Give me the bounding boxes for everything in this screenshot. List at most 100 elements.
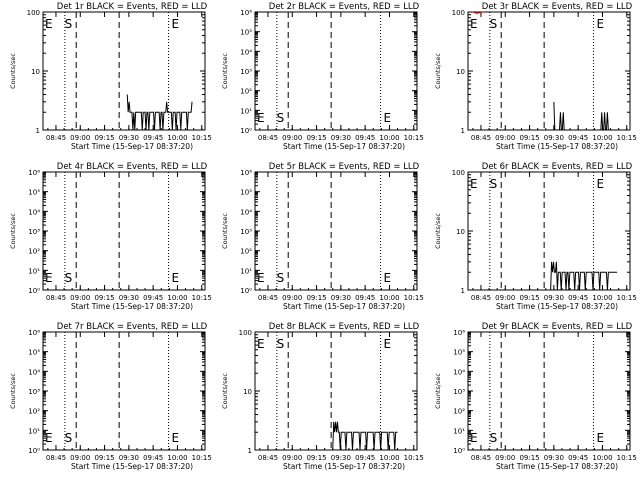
panel-8: Det 8r BLACK = Events, RED = LLD Counts/s… bbox=[221, 322, 424, 471]
end-marker-label: E bbox=[597, 431, 605, 445]
x-tick-label: 09:15 bbox=[306, 294, 326, 302]
y-tick-label: 10⁴ bbox=[240, 208, 252, 216]
panel-title: Det 1r BLACK = Events, RED = LLD bbox=[57, 2, 208, 12]
x-tick-label: 09:45 bbox=[568, 454, 588, 462]
x-tick-label: 09:30 bbox=[331, 454, 351, 462]
y-tick-label: 1 bbox=[461, 127, 465, 135]
panel-title: Det 5r BLACK = Events, RED = LLD bbox=[269, 162, 420, 172]
y-tick-label: 10¹ bbox=[240, 267, 252, 275]
y-tick-label: 100 bbox=[452, 9, 465, 17]
edge-marker-label: E bbox=[470, 177, 478, 191]
y-tick-label: 10⁰ bbox=[28, 447, 40, 455]
end-marker-label: E bbox=[172, 271, 180, 285]
y-axis-label: Counts/sec bbox=[221, 53, 229, 89]
x-tick-label: 08:45 bbox=[471, 134, 491, 142]
start-marker-label: S bbox=[277, 271, 285, 285]
x-tick-label: 10:15 bbox=[404, 294, 424, 302]
x-tick-label: 09:45 bbox=[568, 134, 588, 142]
edge-marker-label: E bbox=[45, 17, 53, 31]
x-tick-label: 08:45 bbox=[46, 134, 66, 142]
x-tick-label: 10:15 bbox=[617, 454, 637, 462]
y-tick-label: 10¹ bbox=[240, 107, 252, 115]
x-tick-label: 10:15 bbox=[404, 454, 424, 462]
end-marker-label: E bbox=[172, 17, 180, 31]
x-tick-label: 10:00 bbox=[167, 294, 187, 302]
edge-marker-label: E bbox=[257, 337, 265, 351]
panel-title: Det 8r BLACK = Events, RED = LLD bbox=[269, 322, 420, 332]
y-tick-label: 10² bbox=[240, 248, 252, 256]
x-tick-label: 09:15 bbox=[94, 454, 114, 462]
edge-marker-label: E bbox=[470, 17, 478, 31]
y-axis-label: Counts/sec bbox=[434, 213, 442, 249]
x-tick-label: 08:45 bbox=[46, 454, 66, 462]
x-axis-label: Start Time (15-Sep-17 08:37:20) bbox=[283, 462, 405, 471]
x-tick-label: 08:45 bbox=[471, 294, 491, 302]
x-tick-label: 09:45 bbox=[143, 134, 163, 142]
y-tick-label: 10⁰ bbox=[453, 447, 465, 455]
y-tick-label: 10³ bbox=[28, 228, 40, 236]
x-tick-label: 10:00 bbox=[592, 134, 612, 142]
x-axis-label: Start Time (15-Sep-17 08:37:20) bbox=[71, 462, 193, 471]
edge-marker-label: E bbox=[45, 271, 53, 285]
x-tick-label: 09:15 bbox=[94, 294, 114, 302]
x-tick-label: 09:30 bbox=[544, 134, 564, 142]
x-tick-label: 10:00 bbox=[379, 454, 399, 462]
series-events-line bbox=[550, 261, 618, 291]
end-marker-label: E bbox=[597, 177, 605, 191]
y-axis-label: Counts/sec bbox=[434, 373, 442, 409]
x-tick-label: 08:45 bbox=[258, 454, 278, 462]
x-tick-label: 09:15 bbox=[519, 294, 539, 302]
x-tick-label: 09:00 bbox=[70, 294, 90, 302]
y-tick-label: 10⁶ bbox=[28, 169, 40, 177]
x-tick-label: 09:15 bbox=[94, 134, 114, 142]
y-tick-label: 10⁶ bbox=[453, 329, 465, 337]
series-events-line bbox=[332, 421, 398, 451]
panel-title: Det 7r BLACK = Events, RED = LLD bbox=[57, 322, 208, 332]
x-tick-label: 10:15 bbox=[617, 294, 637, 302]
x-tick-label: 09:15 bbox=[306, 454, 326, 462]
y-tick-label: 1 bbox=[248, 447, 252, 455]
x-tick-label: 10:00 bbox=[379, 294, 399, 302]
x-tick-label: 10:15 bbox=[192, 294, 212, 302]
y-tick-label: 10⁵ bbox=[453, 349, 465, 357]
y-tick-label: 10⁵ bbox=[240, 189, 252, 197]
end-marker-label: E bbox=[384, 271, 392, 285]
x-tick-label: 09:30 bbox=[119, 454, 139, 462]
x-tick-label: 09:30 bbox=[331, 134, 351, 142]
start-marker-label: S bbox=[65, 17, 73, 31]
x-axis-label: Start Time (15-Sep-17 08:37:20) bbox=[283, 302, 405, 311]
y-tick-label: 10⁶ bbox=[28, 329, 40, 337]
x-axis-label: Start Time (15-Sep-17 08:37:20) bbox=[496, 462, 618, 471]
x-axis-label: Start Time (15-Sep-17 08:37:20) bbox=[496, 302, 618, 311]
panel-7: Det 7r BLACK = Events, RED = LLD Counts/s… bbox=[9, 322, 212, 471]
panel-title: Det 4r BLACK = Events, RED = LLD bbox=[57, 162, 208, 172]
y-tick-label: 10⁰ bbox=[240, 127, 252, 135]
y-axis-label: Counts/sec bbox=[9, 213, 17, 249]
y-tick-label: 10 bbox=[456, 228, 465, 236]
y-tick-label: 10¹ bbox=[28, 267, 40, 275]
series-events-line bbox=[553, 101, 619, 131]
x-tick-label: 09:00 bbox=[495, 134, 515, 142]
x-tick-label: 10:15 bbox=[192, 134, 212, 142]
y-tick-label: 10⁴ bbox=[240, 48, 252, 56]
x-tick-label: 09:00 bbox=[70, 454, 90, 462]
edge-marker-label: E bbox=[257, 111, 265, 125]
start-marker-label: S bbox=[490, 177, 498, 191]
y-tick-label: 10³ bbox=[240, 228, 252, 236]
edge-marker-label: E bbox=[45, 431, 53, 445]
y-tick-label: 10¹ bbox=[453, 427, 465, 435]
x-tick-label: 09:30 bbox=[331, 294, 351, 302]
x-tick-label: 09:00 bbox=[282, 454, 302, 462]
start-marker-label: S bbox=[277, 337, 285, 351]
y-tick-label: 10 bbox=[31, 68, 40, 76]
edge-marker-label: E bbox=[257, 271, 265, 285]
y-tick-label: 10⁵ bbox=[28, 349, 40, 357]
x-tick-label: 09:45 bbox=[355, 134, 375, 142]
y-tick-label: 1 bbox=[461, 287, 465, 295]
x-tick-label: 09:30 bbox=[119, 294, 139, 302]
y-tick-label: 10³ bbox=[28, 388, 40, 396]
panel-title: Det 3r BLACK = Events, RED = LLD bbox=[482, 2, 633, 12]
y-tick-label: 10² bbox=[28, 248, 40, 256]
x-tick-label: 08:45 bbox=[258, 294, 278, 302]
